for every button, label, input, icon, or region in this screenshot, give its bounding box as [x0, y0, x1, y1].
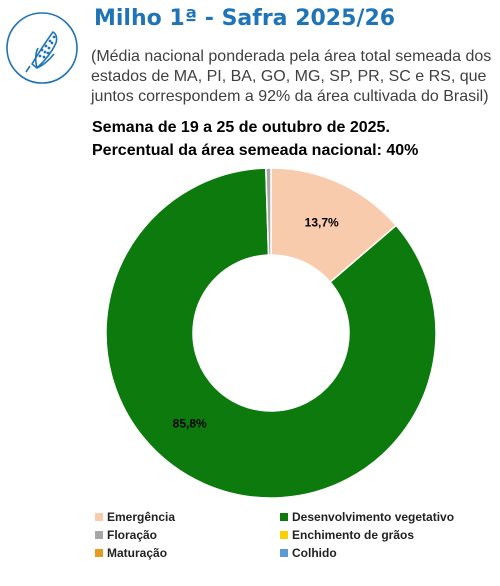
donut-chart: 13,7% 85,8% [105, 167, 437, 499]
legend-swatch [280, 549, 288, 557]
legend-item: Colhido [280, 545, 337, 561]
legend-label: Enchimento de grãos [292, 528, 415, 542]
slice-desenvolvimento-vegetativo [105, 167, 437, 499]
subtitle: (Média nacional ponderada pela área tota… [91, 48, 492, 105]
legend-label: Maturação [107, 546, 168, 560]
legend-item: Emergência [95, 509, 175, 525]
legend-swatch [95, 549, 103, 557]
legend-item: Maturação [95, 545, 167, 561]
legend-swatch [95, 531, 103, 539]
week-label: Semana de 19 a 25 de outubro de 2025. [92, 119, 390, 136]
page-title: Milho 1ª - Safra 2025/26 [94, 6, 396, 31]
legend-label: Floração [107, 528, 158, 542]
slice-flora-o [265, 167, 272, 256]
sown-percent-label: Percentual da área semeada nacional: 40% [92, 142, 419, 159]
legend-item: Floração [95, 527, 157, 543]
legend-label: Emergência [107, 510, 176, 524]
legend-swatch [95, 513, 103, 521]
legend-label: Colhido [292, 546, 337, 560]
legend-swatch [280, 513, 288, 521]
legend-label: Desenvolvimento vegetativo [292, 510, 455, 524]
corn-logo-icon [6, 12, 78, 84]
legend-item: Enchimento de grãos [280, 527, 414, 543]
legend-item: Desenvolvimento vegetativo [280, 509, 454, 525]
data-label: 85,8% [173, 416, 207, 430]
legend-swatch [280, 531, 288, 539]
data-label: 13,7% [305, 216, 339, 230]
